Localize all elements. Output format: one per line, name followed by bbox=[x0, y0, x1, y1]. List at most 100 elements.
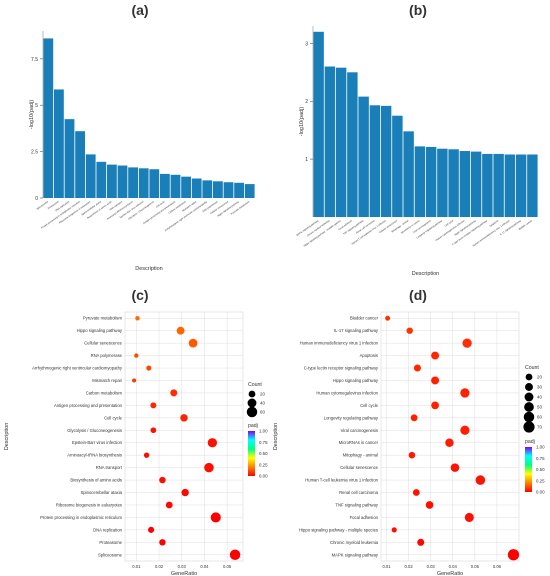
bar-human-t-cell-leukemia-virus-1-infection bbox=[380, 105, 392, 217]
bar-mismatch-repair bbox=[191, 178, 202, 198]
legend-size-title: Count bbox=[525, 365, 539, 371]
bar-hippo-signaling-pathway bbox=[470, 151, 482, 217]
bar-human-immunodeficiency-virus-1-infection bbox=[504, 154, 516, 217]
y-tick-label: Hippo signaling pathway bbox=[77, 328, 123, 333]
legend-size-key bbox=[247, 398, 257, 408]
y-tick-label: 1 bbox=[305, 157, 308, 163]
bar-protein-processing-in-endoplasmic-reticulum bbox=[75, 131, 85, 198]
point-mapk-signaling-pathway bbox=[507, 549, 520, 561]
legend-size-title: Count bbox=[248, 382, 262, 388]
x-tick-label: Cell cycle bbox=[444, 219, 455, 228]
y-tick-label: Cell cycle bbox=[360, 403, 379, 408]
y-tick-label: Antigen processing and presentation bbox=[54, 403, 123, 408]
legend-color-bar bbox=[248, 431, 255, 476]
legend-color-label: 0.25 bbox=[259, 462, 268, 467]
legend-size-key bbox=[524, 402, 534, 412]
legend-size-key bbox=[248, 390, 256, 398]
bar-cell-cycle bbox=[160, 173, 170, 198]
bar-proteasome bbox=[54, 89, 64, 198]
point-pyruvate-metabolism bbox=[135, 315, 140, 321]
point-protein-processing-in-endoplasmic-reticulum bbox=[210, 512, 221, 523]
bar-mitophagy-animal bbox=[403, 131, 414, 217]
y-tick-label: Hippo signaling pathway - multiple speci… bbox=[299, 527, 378, 532]
y-axis-title: -log10(padj) bbox=[299, 107, 305, 137]
point-epstein-barr-virus-infection bbox=[207, 438, 218, 448]
bar-bladder-cancer bbox=[527, 154, 538, 217]
legend-size-label: 50 bbox=[537, 405, 542, 410]
legend-color-bar bbox=[525, 447, 532, 492]
x-tick-label: 0.01 bbox=[382, 564, 391, 569]
panel-label: (d) bbox=[409, 287, 427, 303]
x-tick-label: Spliceosome bbox=[36, 200, 49, 211]
panel-c: (c) Pyruvate metabolism Hippo signaling pa… bbox=[4, 287, 268, 576]
x-tick-label: Apoptosis bbox=[489, 219, 500, 228]
point-focal-adhesion bbox=[464, 512, 474, 522]
point-cellular-senescence bbox=[188, 338, 198, 348]
y-tick-label: 2.5 bbox=[31, 150, 38, 156]
bar-antigen-processing-and-presentation bbox=[170, 174, 181, 198]
y-tick-label: Pyruvate metabolism bbox=[83, 316, 123, 321]
y-tick-label: Ribosome biogenesis in eukaryotes bbox=[56, 502, 122, 507]
point-mitophagy-animal bbox=[408, 451, 416, 459]
point-hippo-signaling-pathway bbox=[431, 376, 440, 385]
y-tick-label: Arrhythmogenic right ventricular cardiom… bbox=[32, 366, 123, 371]
bar-rna-transport bbox=[117, 165, 128, 198]
point-human-t-cell-leukemia-virus-1-infection bbox=[475, 475, 486, 485]
legend-color-title: padj bbox=[525, 439, 535, 445]
y-tick-label: MAPK signaling pathway bbox=[332, 552, 379, 557]
y-tick-label: Hippo signaling pathway bbox=[333, 378, 379, 383]
x-axis-title: Description bbox=[135, 266, 163, 272]
plot-background bbox=[124, 311, 244, 562]
y-tick-label: C-type lectin receptor signaling pathway bbox=[304, 366, 379, 371]
bar-biosynthesis-of-amino-acids bbox=[107, 164, 117, 198]
point-chronic-myeloid-leukemia bbox=[417, 538, 425, 546]
y-tick-label: 3 bbox=[305, 41, 308, 47]
y-axis-title: Description bbox=[4, 423, 10, 451]
legend-size-label: 20 bbox=[260, 392, 265, 397]
point-mismatch-repair bbox=[132, 378, 137, 383]
x-tick-label: 0.04 bbox=[449, 564, 458, 569]
point-il-17-signaling-pathway bbox=[406, 327, 413, 334]
point-human-cytomegalovirus-infection bbox=[460, 388, 470, 398]
legend-color-label: 1.00 bbox=[259, 429, 268, 434]
point-antigen-processing-and-presentation bbox=[150, 402, 157, 409]
legend-size-label: 30 bbox=[537, 385, 542, 390]
x-tick-label: 0.05 bbox=[223, 564, 232, 569]
y-tick-label: RNA transport bbox=[96, 465, 123, 470]
y-tick-label: TNF signaling pathway bbox=[335, 502, 378, 507]
point-rna-transport bbox=[204, 462, 214, 473]
y-tick-label: Apoptosis bbox=[360, 353, 378, 358]
legend-color-label: 0.00 bbox=[259, 474, 268, 479]
y-tick-label: Human immunodeficiency virus 1 infection bbox=[300, 341, 379, 346]
point-carbon-metabolism bbox=[170, 389, 178, 397]
legend-size-key bbox=[525, 373, 533, 381]
y-tick-label: Mismatch repair bbox=[92, 378, 122, 383]
legend-size-key bbox=[523, 421, 535, 433]
legend-size-key bbox=[524, 392, 534, 402]
bar-cellular-senescence bbox=[223, 182, 234, 198]
point-spinocerebellar-ataxia bbox=[181, 488, 189, 497]
y-tick-label: RNA polymerase bbox=[91, 353, 123, 358]
y-tick-label: 5 bbox=[35, 103, 38, 109]
bar-human-cytomegalovirus-infection bbox=[459, 151, 471, 217]
legend-color-label: 0.75 bbox=[536, 456, 545, 461]
x-tick-label: Proteasome bbox=[47, 200, 60, 210]
y-tick-label: Epstein-Barr virus infection bbox=[72, 440, 123, 445]
y-tick-label: Chronic myeloid leukemia bbox=[330, 540, 379, 545]
point-proteasome bbox=[159, 539, 166, 546]
point-tnf-signaling-pathway bbox=[425, 501, 434, 509]
bar-cell-cycle bbox=[448, 149, 459, 217]
y-tick-label: Biosynthesis of amino acids bbox=[70, 478, 122, 483]
point-dna-replication bbox=[148, 526, 155, 533]
legend-size-key bbox=[525, 383, 533, 391]
x-tick-label: 0.05 bbox=[471, 564, 480, 569]
point-micrornas-in-cancer bbox=[445, 438, 454, 447]
x-tick-label: 0.02 bbox=[405, 564, 414, 569]
y-tick-label: Focal adhesion bbox=[350, 515, 379, 520]
x-tick-label: Cell cycle bbox=[155, 200, 166, 209]
bar-carbon-metabolism bbox=[181, 176, 191, 198]
legend-size-key bbox=[246, 406, 258, 418]
y-axis-title: Description bbox=[273, 423, 279, 451]
